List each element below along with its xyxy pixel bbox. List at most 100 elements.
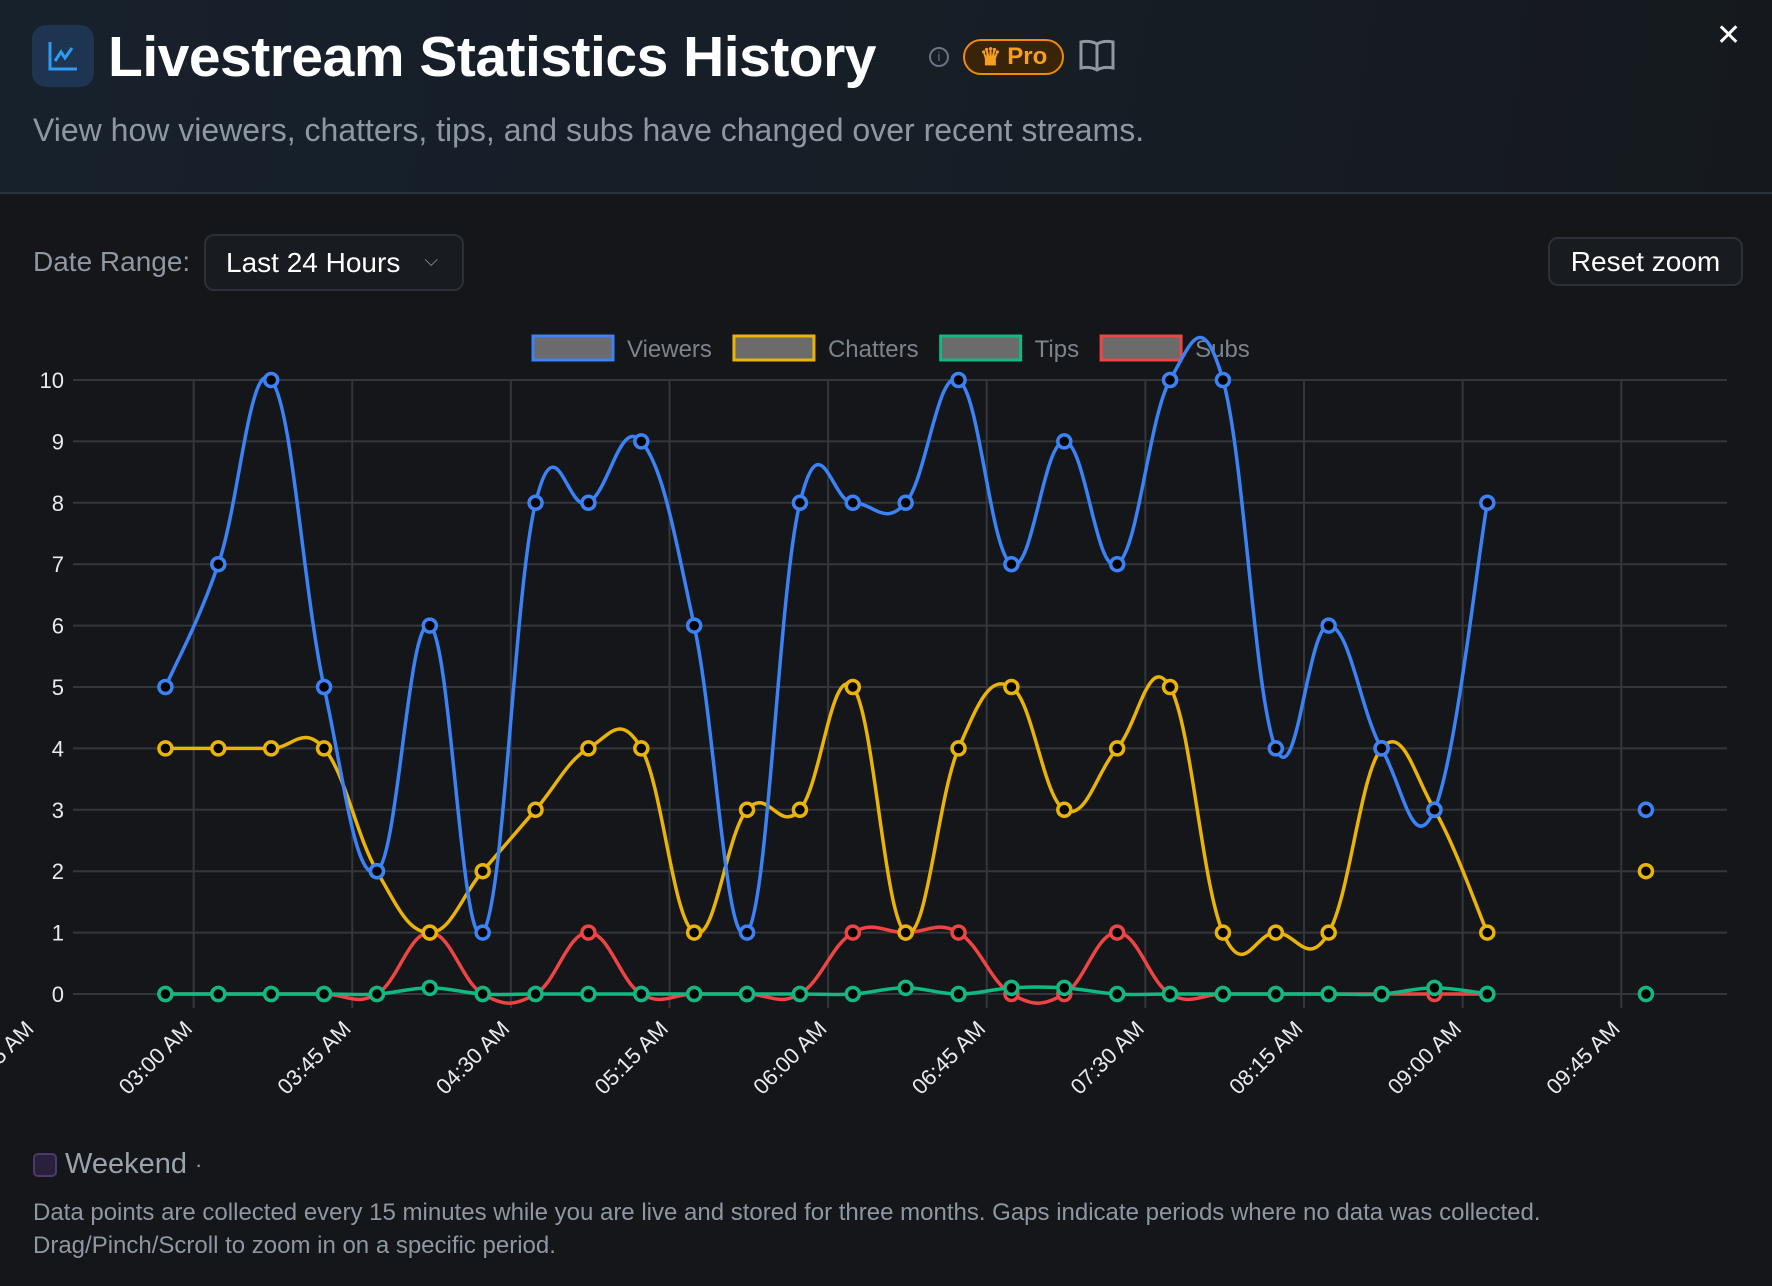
data-point-tips[interactable] [157, 985, 174, 1003]
data-point-chatters[interactable] [1108, 740, 1126, 757]
data-point-subs[interactable] [1108, 924, 1126, 941]
data-point-viewers[interactable] [421, 617, 439, 634]
data-point-viewers[interactable] [1426, 801, 1443, 819]
data-point-viewers[interactable] [262, 371, 280, 389]
data-point-chatters[interactable] [315, 740, 333, 757]
data-point-chatters[interactable] [1267, 924, 1285, 941]
data-point-chatters[interactable] [1637, 862, 1655, 880]
data-point-chatters[interactable] [1214, 924, 1232, 941]
data-point-tips[interactable] [791, 985, 809, 1003]
data-point-viewers[interactable] [1003, 555, 1020, 573]
data-point-tips[interactable] [1479, 985, 1496, 1003]
data-point-chatters[interactable] [527, 801, 544, 819]
data-point-tips[interactable] [633, 985, 650, 1003]
data-point-viewers[interactable] [738, 924, 756, 941]
data-point-chatters[interactable] [950, 740, 967, 757]
x-tick-label: 09:45 AM [1541, 1016, 1624, 1099]
data-point-chatters[interactable] [1320, 924, 1337, 941]
data-point-viewers[interactable] [844, 494, 862, 512]
data-point-subs[interactable] [580, 924, 597, 941]
data-point-chatters[interactable] [685, 924, 703, 941]
data-point-viewers[interactable] [1214, 371, 1232, 389]
legend-item-tips[interactable]: Tips [939, 334, 1079, 363]
data-point-subs[interactable] [844, 924, 862, 941]
data-point-tips[interactable] [897, 979, 914, 997]
data-point-tips[interactable] [685, 985, 703, 1003]
data-point-tips[interactable] [1108, 985, 1126, 1003]
data-point-chatters[interactable] [897, 924, 914, 941]
legend-item-subs[interactable]: Subs [1099, 334, 1250, 363]
data-point-viewers[interactable] [1056, 433, 1073, 450]
data-point-tips[interactable] [527, 985, 544, 1003]
data-point-chatters[interactable] [633, 740, 650, 757]
data-point-chatters[interactable] [157, 740, 174, 757]
data-point-viewers[interactable] [368, 862, 386, 880]
legend-item-viewers[interactable]: Viewers [531, 334, 712, 363]
data-point-chatters[interactable] [738, 801, 756, 819]
data-point-tips[interactable] [1056, 979, 1073, 997]
data-point-chatters[interactable] [421, 924, 439, 941]
data-point-chatters[interactable] [210, 740, 227, 757]
data-point-viewers[interactable] [1373, 740, 1390, 757]
close-icon[interactable]: ✕ [1716, 19, 1742, 52]
header: Livestream Statistics History i ♛ Pro ✕ V… [0, 0, 1772, 194]
legend-item-chatters[interactable]: Chatters [732, 334, 919, 363]
data-point-chatters[interactable] [1003, 678, 1020, 696]
legend-swatch [939, 334, 1023, 362]
data-point-viewers[interactable] [1479, 494, 1496, 512]
data-point-viewers[interactable] [1161, 371, 1179, 389]
data-point-tips[interactable] [1267, 985, 1285, 1003]
data-point-viewers[interactable] [633, 433, 650, 450]
data-point-tips[interactable] [950, 985, 967, 1003]
data-point-chatters[interactable] [844, 678, 862, 696]
x-tick-label: 06:00 AM [748, 1016, 831, 1099]
data-point-chatters[interactable] [262, 740, 280, 757]
line-chart[interactable]: 0 1 2 3 4 5 6 7 8 9 10 02:15 AM 03:00 AM 03:45 AM 04:3… [0, 320, 1772, 1120]
data-point-tips[interactable] [1426, 979, 1443, 997]
data-point-tips[interactable] [474, 985, 491, 1003]
data-point-chatters[interactable] [1479, 924, 1496, 941]
data-point-tips[interactable] [738, 985, 756, 1003]
data-point-tips[interactable] [580, 985, 597, 1003]
data-point-tips[interactable] [368, 985, 386, 1003]
data-point-viewers[interactable] [157, 678, 174, 696]
data-point-chatters[interactable] [580, 740, 597, 757]
data-point-chatters[interactable] [474, 862, 491, 880]
reset-zoom-button[interactable]: Reset zoom [1548, 237, 1743, 286]
data-point-viewers[interactable] [1637, 801, 1655, 819]
weekend-legend[interactable]: Weekend · [33, 1148, 202, 1181]
data-point-viewers[interactable] [1320, 617, 1337, 634]
data-point-tips[interactable] [1373, 985, 1390, 1003]
y-tick-label: 2 [52, 859, 64, 884]
data-point-viewers[interactable] [1108, 555, 1126, 573]
data-point-chatters[interactable] [1056, 801, 1073, 819]
data-point-viewers[interactable] [685, 617, 703, 634]
date-range-select[interactable]: Last 24 Hours ⌵ [204, 234, 464, 291]
data-point-viewers[interactable] [474, 924, 491, 941]
data-point-tips[interactable] [262, 985, 280, 1003]
data-point-tips[interactable] [1003, 979, 1020, 997]
info-icon[interactable]: i [929, 47, 949, 67]
data-point-viewers[interactable] [897, 494, 914, 512]
book-icon[interactable] [1078, 38, 1116, 79]
data-point-viewers[interactable] [791, 494, 809, 512]
data-point-tips[interactable] [844, 985, 862, 1003]
data-point-chatters[interactable] [1161, 678, 1179, 696]
data-point-tips[interactable] [210, 985, 227, 1003]
data-point-tips[interactable] [1214, 985, 1232, 1003]
data-point-viewers[interactable] [950, 371, 967, 389]
legend-label: Tips [1035, 336, 1079, 363]
data-point-tips[interactable] [1161, 985, 1179, 1003]
data-point-viewers[interactable] [315, 678, 333, 696]
data-point-tips[interactable] [315, 985, 333, 1003]
data-point-tips[interactable] [1320, 985, 1337, 1003]
data-point-viewers[interactable] [1267, 740, 1285, 757]
data-point-tips[interactable] [1637, 985, 1655, 1003]
data-point-viewers[interactable] [210, 555, 227, 573]
data-point-subs[interactable] [950, 924, 967, 941]
data-point-tips[interactable] [421, 979, 439, 997]
data-point-chatters[interactable] [791, 801, 809, 819]
series-line-tips [165, 985, 1488, 997]
data-point-viewers[interactable] [527, 494, 544, 512]
data-point-viewers[interactable] [580, 494, 597, 512]
